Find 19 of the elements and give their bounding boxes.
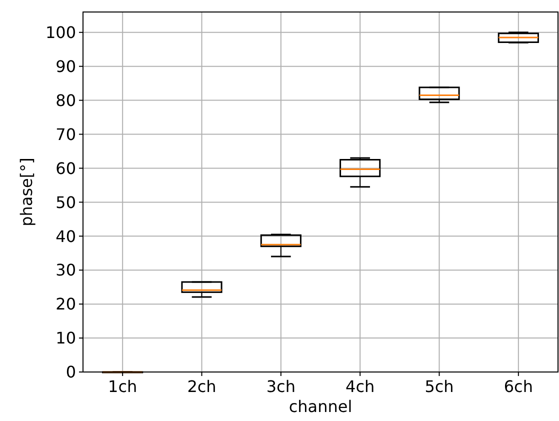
y-tick-label: 10 <box>56 328 76 348</box>
y-tick-label: 0 <box>66 362 76 382</box>
y-tick-label: 90 <box>56 56 76 76</box>
y-tick-label: 40 <box>56 226 76 246</box>
y-axis-title: phase[°] <box>17 158 36 226</box>
x-axis-title: channel <box>288 397 352 416</box>
x-tick-label: 1ch <box>108 377 138 396</box>
y-tick-label: 60 <box>56 158 76 178</box>
x-tick-label: 2ch <box>187 377 216 396</box>
y-tick-label: 50 <box>56 192 76 212</box>
y-tick-label: 70 <box>56 124 76 144</box>
x-tick-label: 4ch <box>346 377 375 396</box>
x-tick-label: 5ch <box>424 377 454 396</box>
y-tick-label: 100 <box>45 22 76 42</box>
x-tick-label: 6ch <box>504 377 533 396</box>
x-tick-label: 3ch <box>266 377 296 396</box>
y-tick-label: 80 <box>56 90 76 110</box>
y-tick-label: 20 <box>56 294 76 314</box>
y-tick-label: 30 <box>56 260 76 280</box>
